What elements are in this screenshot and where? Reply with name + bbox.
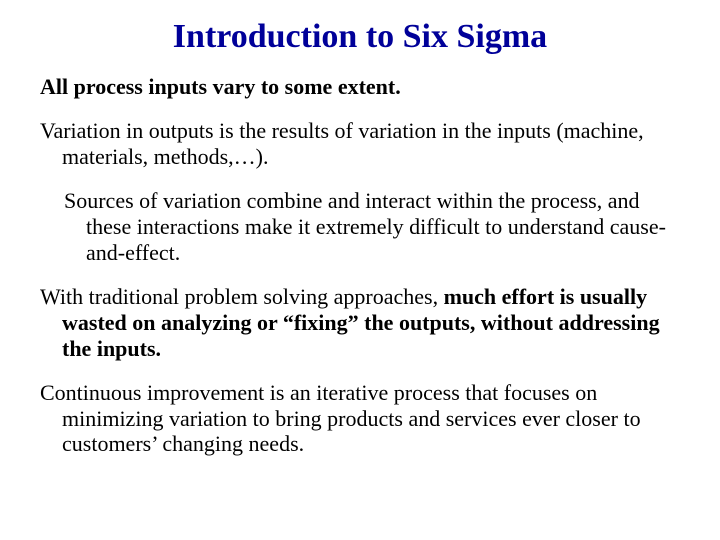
paragraph-3: Sources of variation combine and interac… xyxy=(40,188,680,266)
paragraph-5: Continuous improvement is an iterative p… xyxy=(40,380,680,458)
slide-title: Introduction to Six Sigma xyxy=(40,18,680,56)
paragraph-4: With traditional problem solving approac… xyxy=(40,284,680,362)
slide: Introduction to Six Sigma All process in… xyxy=(0,0,720,540)
paragraph-1: All process inputs vary to some extent. xyxy=(40,74,680,100)
paragraph-2: Variation in outputs is the results of v… xyxy=(40,118,680,170)
paragraph-4-plain: With traditional problem solving approac… xyxy=(40,284,444,309)
